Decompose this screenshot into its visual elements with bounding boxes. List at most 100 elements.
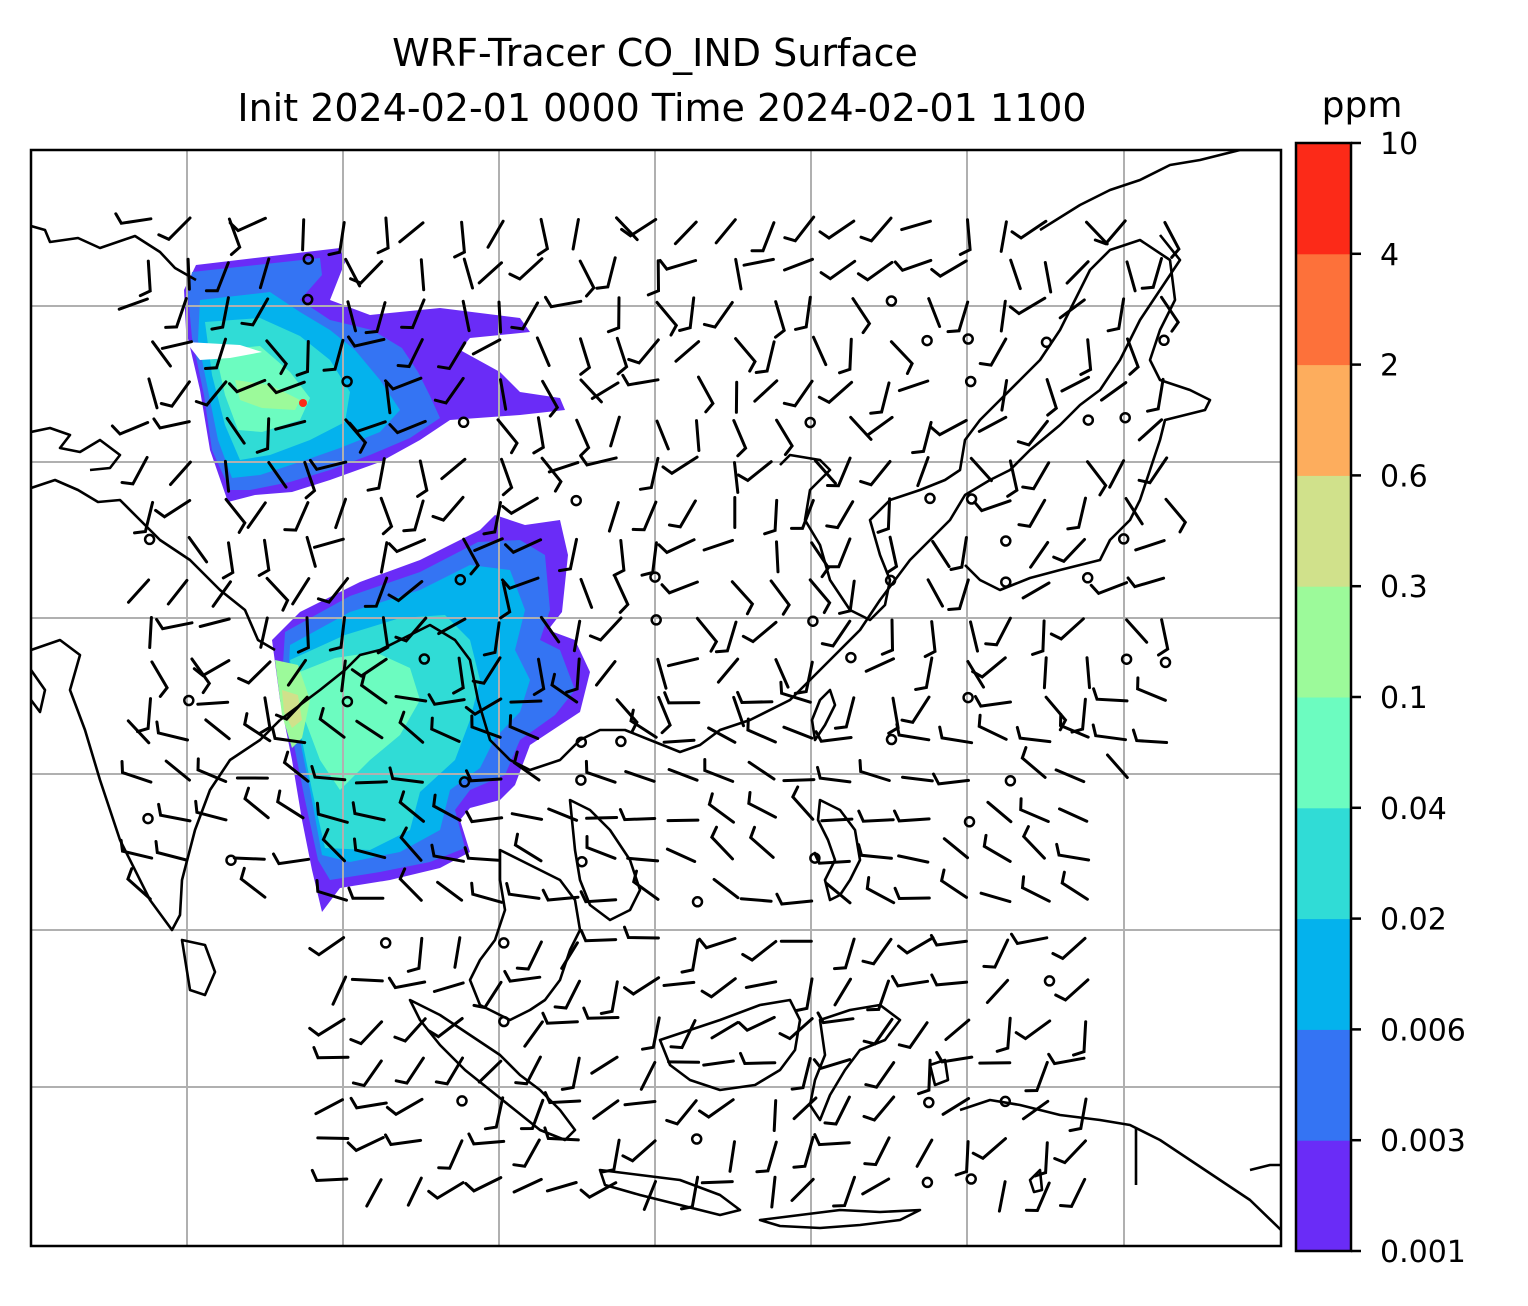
wind-barb bbox=[259, 616, 269, 649]
wind-barb bbox=[1060, 375, 1090, 393]
wind-barb bbox=[376, 616, 390, 655]
wind-barb bbox=[239, 866, 267, 899]
wind-barb bbox=[1058, 807, 1089, 823]
calm-marker bbox=[1158, 334, 1170, 347]
wind-barb bbox=[585, 835, 617, 860]
colorbar: ppm 0.001 0.003 0.006 0.02 0.04 0.1 0.3 0.6 2 4 10 bbox=[1294, 85, 1466, 1270]
wind-barb bbox=[984, 616, 1012, 647]
wind-barb bbox=[618, 808, 657, 822]
map-area[interactable] bbox=[31, 150, 1281, 1246]
wind-barb bbox=[939, 868, 968, 899]
calm-markers bbox=[142, 253, 1172, 1189]
wind-barb bbox=[793, 660, 814, 695]
wind-barb bbox=[978, 337, 1008, 367]
title-line2: Init 2024-02-01 0000 Time 2024-02-01 110… bbox=[237, 86, 1086, 130]
wind-barb bbox=[508, 714, 540, 740]
wind-barb bbox=[394, 616, 428, 643]
wind-barb bbox=[1124, 497, 1144, 526]
wind-barb bbox=[862, 1017, 894, 1046]
wind-barb bbox=[497, 300, 503, 334]
wind-barb bbox=[536, 217, 550, 257]
wind-barb bbox=[1060, 870, 1089, 901]
wind-barb bbox=[321, 828, 346, 863]
wind-barb bbox=[133, 500, 155, 535]
wind-barb bbox=[973, 499, 1012, 513]
colorbar-tick-label: 0.1 bbox=[1380, 681, 1428, 716]
wind-barb bbox=[584, 759, 617, 784]
wind-barb bbox=[419, 258, 426, 292]
wind-barb bbox=[662, 738, 696, 744]
wind-barb bbox=[1068, 1097, 1088, 1133]
wind-barb bbox=[783, 257, 814, 272]
colorbar-tick-label: 10 bbox=[1380, 127, 1418, 162]
wind-barb bbox=[318, 707, 346, 739]
wind-barb bbox=[813, 1133, 851, 1147]
wind-barb bbox=[532, 657, 546, 696]
wind-barb bbox=[274, 419, 307, 431]
calm-marker bbox=[1120, 653, 1133, 665]
wind-barb bbox=[838, 579, 856, 615]
wind-barb bbox=[667, 499, 697, 529]
wind-barb bbox=[774, 658, 790, 689]
wind-barb bbox=[658, 258, 698, 271]
wind-barb bbox=[680, 1175, 700, 1211]
wind-barb bbox=[1125, 260, 1137, 293]
wind-barb bbox=[977, 713, 1008, 741]
wind-barb bbox=[901, 775, 934, 783]
wind-barb bbox=[599, 980, 619, 1015]
colorbar-tick-label: 0.006 bbox=[1380, 1013, 1466, 1048]
wind-barb bbox=[258, 696, 272, 735]
wind-barb bbox=[271, 726, 307, 745]
wind-barb bbox=[638, 456, 660, 491]
wind-barb bbox=[265, 576, 290, 612]
calm-marker bbox=[885, 295, 898, 307]
wind-barb bbox=[655, 300, 679, 337]
wind-barb bbox=[657, 538, 696, 555]
wind-barb bbox=[225, 416, 246, 445]
wind-barb bbox=[473, 537, 504, 552]
wind-barb bbox=[1058, 298, 1086, 320]
wind-barb bbox=[359, 673, 388, 705]
wind-barb bbox=[394, 695, 428, 703]
wind-barb bbox=[550, 672, 579, 704]
wind-barb bbox=[579, 890, 618, 904]
wind-barb bbox=[585, 816, 619, 820]
wind-barb bbox=[540, 456, 563, 493]
wind-barb bbox=[119, 838, 154, 860]
colorbar-unit: ppm bbox=[1322, 85, 1403, 126]
wind-barb bbox=[820, 817, 854, 823]
wind-barb bbox=[627, 338, 660, 365]
wind-barb bbox=[741, 940, 778, 962]
wind-barb bbox=[430, 843, 465, 863]
wind-barb bbox=[985, 978, 1010, 1004]
wind-barb bbox=[243, 712, 272, 743]
wind-barb bbox=[510, 812, 544, 821]
wind-barb bbox=[732, 419, 748, 458]
wind-barb bbox=[364, 301, 387, 335]
calm-marker bbox=[498, 937, 510, 949]
coast-west-asia bbox=[31, 426, 122, 472]
wind-barb bbox=[547, 461, 580, 474]
wind-barb bbox=[890, 974, 930, 988]
wind-barb bbox=[1058, 713, 1090, 739]
calm-marker bbox=[923, 1096, 935, 1109]
calm-marker bbox=[1004, 775, 1017, 787]
calm-marker bbox=[143, 533, 156, 546]
colorbar-tick-label: 0.04 bbox=[1380, 792, 1447, 827]
wind-barb bbox=[398, 221, 425, 244]
wind-barb bbox=[434, 1056, 464, 1086]
wind-barb bbox=[465, 769, 503, 783]
wind-barb bbox=[897, 1021, 929, 1050]
wind-barb bbox=[427, 1017, 464, 1039]
wind-barb bbox=[1136, 676, 1167, 702]
wind-barb bbox=[523, 1020, 544, 1048]
wind-barb bbox=[700, 1180, 734, 1185]
island-sri-lanka bbox=[180, 938, 217, 997]
wind-barb bbox=[351, 801, 386, 822]
wind-barb bbox=[737, 1015, 776, 1032]
calm-marker bbox=[1082, 414, 1095, 426]
wind-barb bbox=[1108, 459, 1126, 489]
wind-barb bbox=[553, 979, 581, 1010]
wind-barb bbox=[117, 297, 149, 311]
wind-barb bbox=[436, 880, 464, 902]
